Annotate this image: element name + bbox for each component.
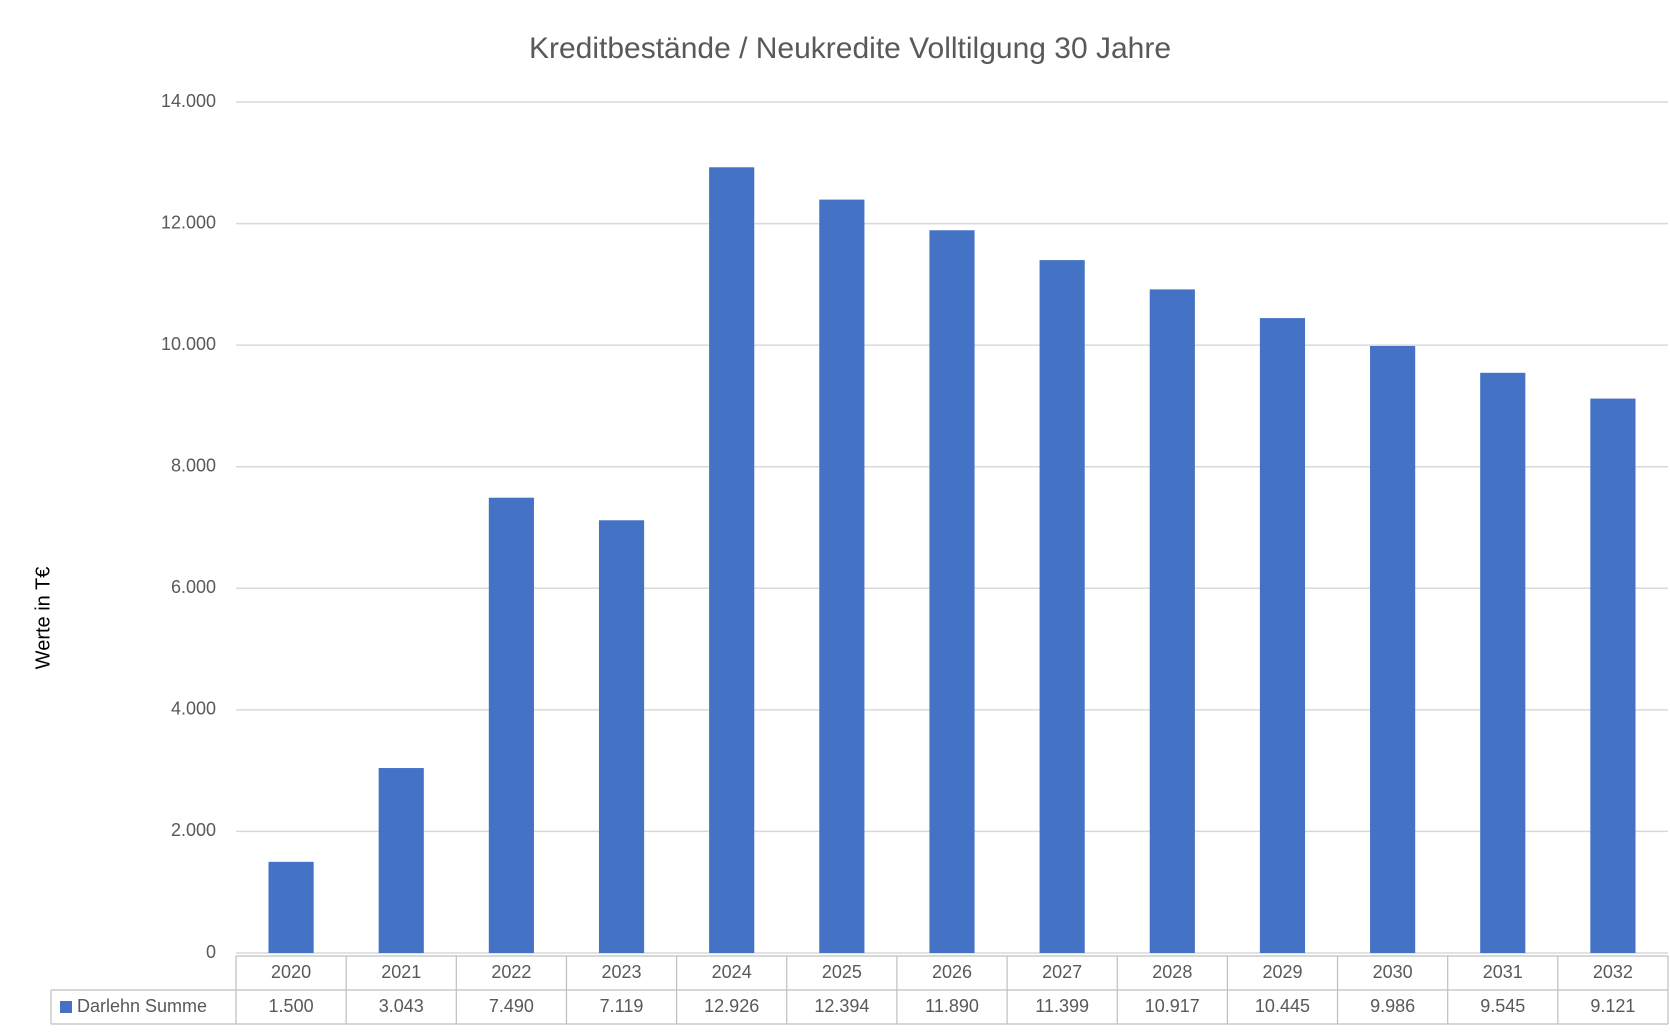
x-tick-label: 2032 — [1593, 962, 1633, 982]
x-tick-label: 2026 — [932, 962, 972, 982]
bar — [1480, 372, 1526, 953]
data-table-value: 9.986 — [1370, 996, 1415, 1016]
bar — [268, 861, 314, 953]
bar — [488, 497, 534, 953]
data-table-value: 11.890 — [925, 996, 979, 1016]
legend-label: Darlehn Summe — [77, 996, 207, 1016]
x-tick-label: 2023 — [602, 962, 642, 982]
data-table-value: 1.500 — [269, 996, 314, 1016]
bar — [598, 520, 645, 953]
x-tick-label: 2022 — [491, 962, 531, 982]
y-tick-label: 8.000 — [171, 455, 216, 475]
data-table-value: 12.394 — [814, 996, 869, 1016]
bar — [929, 230, 975, 953]
bar — [1149, 289, 1195, 953]
data-table-value: 7.490 — [489, 996, 534, 1016]
bar — [1370, 345, 1416, 953]
bar — [1590, 398, 1636, 953]
bar — [1259, 318, 1306, 953]
y-tick-label: 12.000 — [161, 212, 216, 232]
x-tick-label: 2031 — [1483, 962, 1523, 982]
x-tick-label: 2029 — [1262, 962, 1302, 982]
data-table-value: 11.399 — [1035, 996, 1089, 1016]
y-tick-label: 6.000 — [171, 577, 216, 597]
y-tick-label: 0 — [206, 942, 216, 962]
chart-title: Kreditbestände / Neukredite Volltilgung … — [529, 32, 1171, 65]
data-table-value: 7.119 — [600, 996, 644, 1016]
data-table-value: 10.445 — [1255, 996, 1310, 1016]
x-tick-label: 2021 — [381, 962, 421, 982]
x-tick-label: 2030 — [1373, 962, 1413, 982]
data-table-value: 10.917 — [1145, 996, 1200, 1016]
bar — [709, 167, 755, 953]
data-table-value: 9.545 — [1480, 996, 1525, 1016]
x-tick-label: 2020 — [271, 962, 311, 982]
bar — [378, 768, 424, 953]
x-tick-label: 2024 — [712, 962, 752, 982]
bar — [1039, 260, 1085, 953]
x-tick-label: 2028 — [1152, 962, 1192, 982]
x-tick-label: 2025 — [822, 962, 862, 982]
data-table-value: 9.121 — [1590, 996, 1635, 1016]
data-table-value: 12.926 — [704, 996, 759, 1016]
y-axis-title: Werte in T€ — [32, 567, 54, 670]
legend-key — [60, 1001, 72, 1013]
data-table-value: 3.043 — [379, 996, 424, 1016]
y-tick-label: 2.000 — [171, 820, 216, 840]
y-tick-label: 10.000 — [161, 334, 216, 354]
bar — [819, 199, 865, 954]
y-tick-label: 4.000 — [171, 699, 216, 719]
y-tick-label: 14.000 — [161, 91, 216, 111]
x-tick-label: 2027 — [1042, 962, 1082, 982]
